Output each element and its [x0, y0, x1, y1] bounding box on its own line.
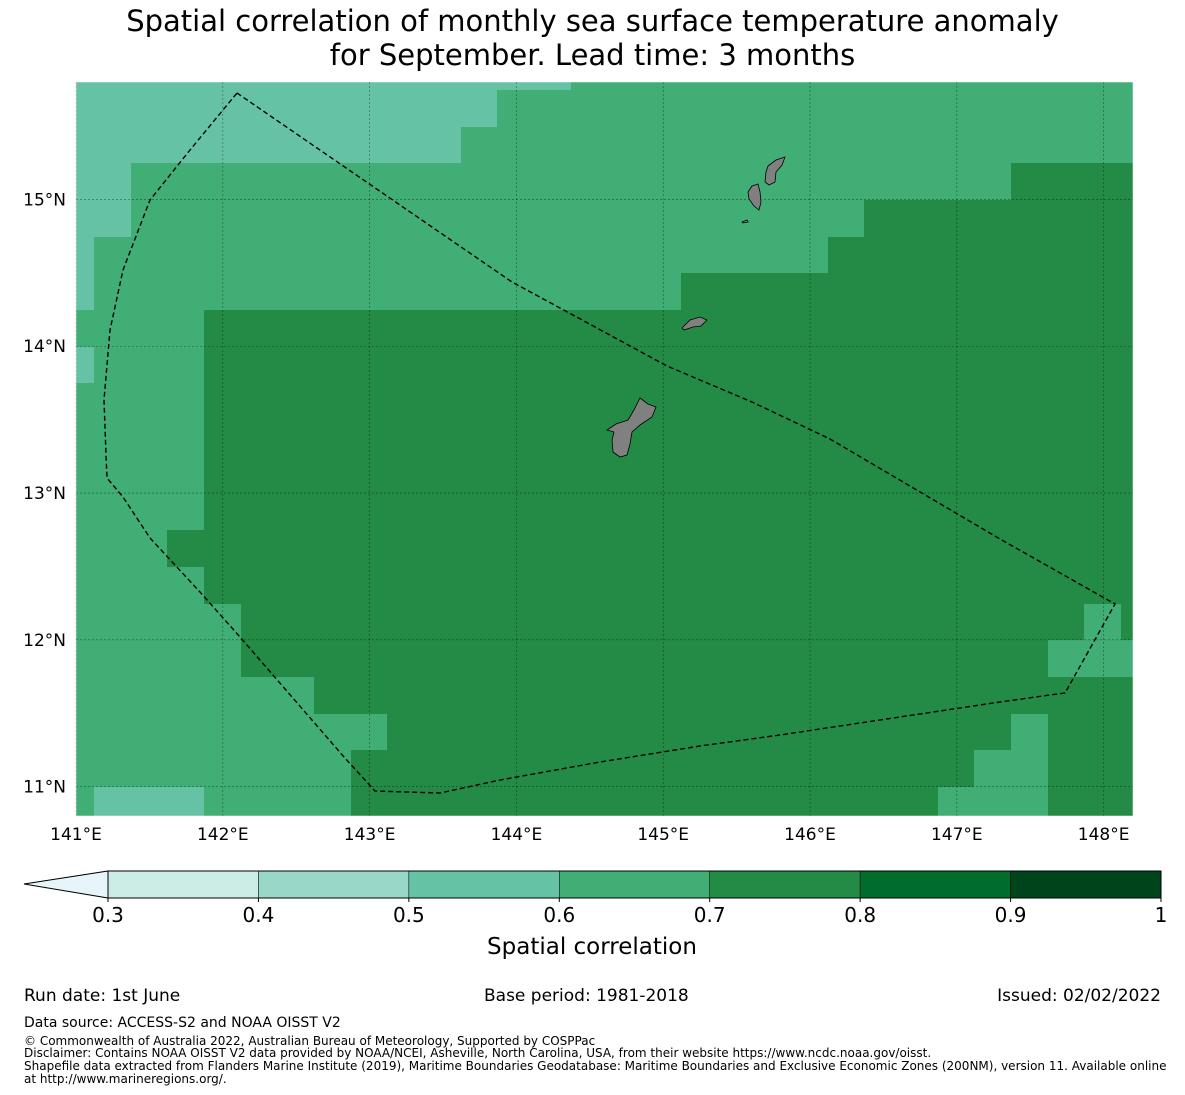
field-cell-0.5-0.6: [76, 347, 94, 383]
colorbar-tick-label: 0.8: [844, 903, 876, 927]
colorbar-tick-labels: 0.3 0.4 0.5 0.6 0.7 0.8 0.9 1: [92, 898, 1167, 927]
latitude-label: 15°N: [23, 190, 66, 210]
colorbar-tick-label: 0.3: [92, 903, 124, 927]
longitude-label: 147°E: [931, 825, 983, 845]
colorbar-tick-label: 1: [1155, 903, 1168, 927]
colorbar-swatch: [258, 870, 410, 899]
colorbar-label: Spatial correlation: [487, 934, 697, 960]
colorbar-extend-arrow: [23, 870, 109, 899]
colorbar-outline: [107, 870, 1162, 899]
colorbar-swatch: [559, 870, 710, 899]
island-tinian: [747, 183, 762, 211]
island-rota: [681, 316, 708, 331]
map-gridlines: [75, 82, 1133, 816]
colorbar-tick-label: 0.9: [995, 903, 1027, 927]
longitude-label: 142°E: [197, 825, 249, 845]
data-source: Data source: ACCESS-S2 and NOAA OISST V2: [24, 1015, 341, 1031]
map-title-line-2: for September. Lead time: 3 months: [329, 38, 856, 72]
latitude-label: 13°N: [23, 484, 66, 504]
eez-boundary: [103, 92, 1116, 794]
run-date: Run date: 1st June: [24, 986, 181, 1006]
copyright-notice: © Commonwealth of Australia 2022, Austra…: [24, 1034, 596, 1048]
map-title-line-1: Spatial correlation of monthly sea surfa…: [126, 4, 1059, 38]
shapefile-credit-line-2: at http://www.marineregions.org/.: [24, 1072, 227, 1086]
base-period: Base period: 1981-2018: [484, 986, 689, 1006]
longitude-label: 145°E: [637, 825, 689, 845]
longitude-label: 146°E: [784, 825, 836, 845]
longitude-label: 144°E: [491, 825, 543, 845]
shapefile-credit-line-1: Shapefile data extracted from Flanders M…: [24, 1059, 1167, 1073]
longitude-label: 143°E: [344, 825, 396, 845]
colorbar-swatches: [107, 870, 1162, 899]
colorbar-swatch: [408, 870, 560, 899]
issued-date: Issued: 02/02/2022: [997, 986, 1161, 1006]
colorbar: 0.3 0.4 0.5 0.6 0.7 0.8 0.9 1 Spatial correlati…: [23, 870, 1167, 960]
field-region-0.6-0.7: [1048, 604, 1133, 677]
disclaimer: Disclaimer: Contains NOAA OISST V2 data …: [24, 1046, 932, 1060]
land-masses: [606, 156, 786, 458]
colorbar-tick-label: 0.4: [243, 903, 275, 927]
field-region-0.7-0.8: [167, 163, 1133, 816]
latitude-tick-labels: 15°N 14°N 13°N 12°N 11°N: [23, 190, 66, 797]
island-saipan: [764, 156, 786, 186]
island-guam: [606, 397, 657, 458]
field-cell-0.5-0.6: [94, 787, 204, 816]
colorbar-tick-label: 0.5: [393, 903, 425, 927]
island-aguijan: [741, 219, 749, 224]
colorbar-tick-label: 0.6: [543, 903, 575, 927]
colorbar-swatch: [107, 870, 259, 899]
map-frame: [75, 81, 1134, 817]
colorbar-swatch: [1010, 870, 1162, 899]
longitude-label: 148°E: [1078, 825, 1130, 845]
colorbar-swatch: [709, 870, 861, 899]
latitude-label: 14°N: [23, 337, 66, 357]
colorbar-swatch: [859, 870, 1011, 899]
field-region-0.6-0.7: [938, 714, 1048, 816]
latitude-label: 12°N: [23, 631, 66, 651]
colorbar-tick-label: 0.7: [694, 903, 726, 927]
longitude-tick-labels: 141°E 142°E 143°E 144°E 145°E 146°E 147°E 148°E: [50, 825, 1129, 845]
correlation-field: [76, 82, 1133, 816]
latitude-label: 11°N: [23, 778, 66, 798]
longitude-label: 141°E: [50, 825, 102, 845]
